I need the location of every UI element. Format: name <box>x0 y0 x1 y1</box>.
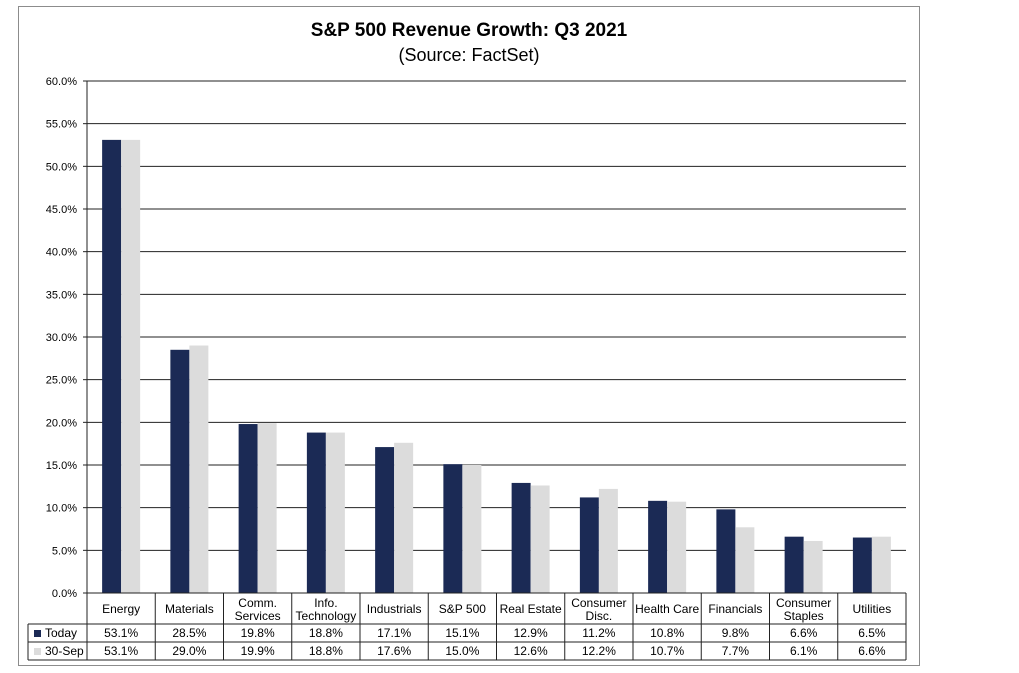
data-label: 9.8% <box>722 626 750 640</box>
bar-30-sep <box>257 423 277 593</box>
y-tick-label: 45.0% <box>46 204 77 216</box>
data-label: 10.7% <box>650 644 684 658</box>
data-label: 11.2% <box>582 626 615 640</box>
bar-30-sep <box>598 488 618 593</box>
legend-key-today <box>34 630 41 637</box>
bar-today <box>170 349 190 593</box>
category-label: Energy <box>102 602 140 616</box>
y-tick-label: 35.0% <box>46 289 77 301</box>
bar-today <box>443 464 463 593</box>
bar-30-sep <box>189 345 209 593</box>
y-tick-label: 60.0% <box>46 76 77 88</box>
data-label: 17.6% <box>377 644 411 658</box>
y-tick-label: 30.0% <box>46 332 77 344</box>
category-label: Consumer <box>571 596 626 610</box>
bar-30-sep <box>871 536 891 593</box>
bar-30-sep <box>667 501 687 593</box>
bar-today <box>716 509 736 593</box>
bar-today <box>511 482 531 593</box>
bar-30-sep <box>325 432 345 593</box>
bar-today <box>238 424 258 593</box>
category-label: Comm. <box>238 596 277 610</box>
bar-30-sep <box>121 139 141 593</box>
chart-title: S&P 500 Revenue Growth: Q3 2021 <box>310 20 628 41</box>
data-label: 19.8% <box>241 626 275 640</box>
bar-today <box>102 139 122 593</box>
category-label: Consumer <box>776 596 831 610</box>
data-label: 15.0% <box>445 644 479 658</box>
data-label: 18.8% <box>309 626 343 640</box>
y-tick-label: 5.0% <box>52 545 77 557</box>
bar-today <box>648 500 668 593</box>
bar-today <box>784 536 804 593</box>
bar-30-sep <box>462 465 482 593</box>
chart-subtitle: (Source: FactSet) <box>398 45 540 65</box>
bar-today <box>852 537 872 593</box>
data-label: 15.1% <box>445 626 479 640</box>
legend-key-30-sep <box>34 648 41 655</box>
category-label: Industrials <box>367 602 422 616</box>
data-label: 6.6% <box>858 644 886 658</box>
y-tick-label: 55.0% <box>46 119 77 131</box>
data-label: 28.5% <box>172 626 206 640</box>
bar-today <box>306 432 326 593</box>
bar-30-sep <box>735 527 755 593</box>
data-label: 53.1% <box>104 626 138 640</box>
category-label: Disc. <box>586 609 613 623</box>
legend-label: Today <box>45 626 77 640</box>
y-tick-label: 25.0% <box>46 375 77 387</box>
data-label: 6.5% <box>858 626 886 640</box>
category-label: S&P 500 <box>439 602 486 616</box>
data-label: 7.7% <box>722 644 750 658</box>
bar-30-sep <box>394 442 414 593</box>
bar-today <box>375 447 395 593</box>
category-label: Services <box>235 609 281 623</box>
category-label: Technology <box>296 609 357 623</box>
y-tick-label: 15.0% <box>46 460 77 472</box>
category-label: Financials <box>708 602 762 616</box>
category-label: Materials <box>165 602 214 616</box>
bar-30-sep <box>803 540 823 593</box>
legend-label: 30-Sep <box>45 644 84 658</box>
data-label: 53.1% <box>104 644 138 658</box>
y-tick-label: 10.0% <box>46 503 77 515</box>
data-label: 6.6% <box>790 626 818 640</box>
data-label: 29.0% <box>172 644 206 658</box>
data-label: 17.1% <box>377 626 411 640</box>
data-label: 12.6% <box>514 644 548 658</box>
category-label: Info. <box>314 596 337 610</box>
data-label: 12.9% <box>514 626 548 640</box>
category-label: Health Care <box>635 602 699 616</box>
y-tick-label: 20.0% <box>46 417 77 429</box>
y-tick-label: 40.0% <box>46 247 77 259</box>
data-label: 19.9% <box>241 644 275 658</box>
data-label: 10.8% <box>650 626 684 640</box>
data-label: 12.2% <box>582 644 616 658</box>
category-label: Utilities <box>853 602 892 616</box>
data-label: 18.8% <box>309 644 343 658</box>
bar-30-sep <box>530 485 550 593</box>
y-tick-label: 50.0% <box>46 161 77 173</box>
bar-today <box>579 497 599 593</box>
y-tick-label: 0.0% <box>52 588 77 600</box>
category-label: Real Estate <box>500 602 562 616</box>
category-label: Staples <box>784 609 824 623</box>
data-label: 6.1% <box>790 644 818 658</box>
